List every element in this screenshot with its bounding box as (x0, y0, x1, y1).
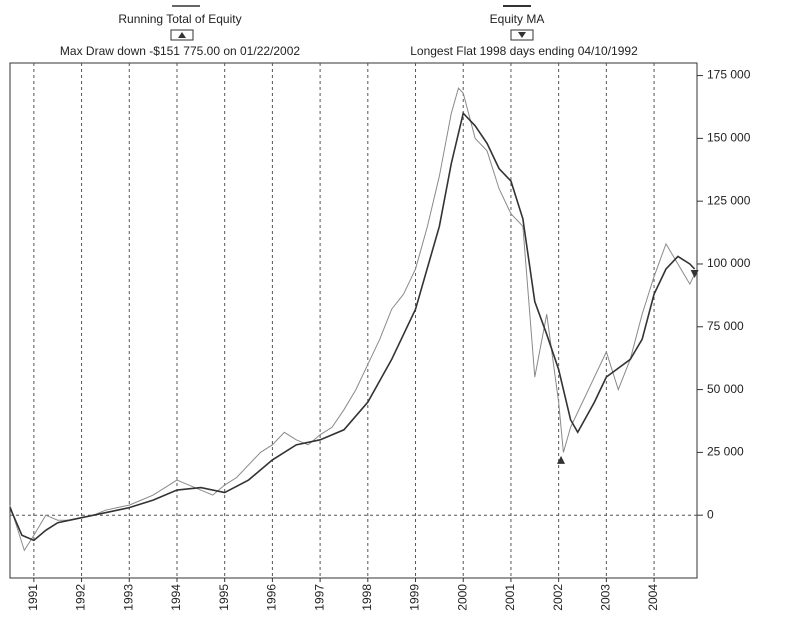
x-tick-label: 2002 (551, 584, 565, 611)
y-tick-label: 25 000 (707, 445, 744, 459)
x-tick-label: 1997 (312, 584, 326, 611)
legend-box (510, 29, 534, 41)
marker (557, 455, 566, 464)
x-tick-label: 2004 (646, 584, 660, 611)
y-tick-label: 100 000 (707, 256, 751, 270)
legend-icon (518, 32, 526, 38)
plot-frame (9, 62, 698, 579)
x-tick-label: 1993 (121, 584, 135, 611)
x-tick-label: 2003 (599, 584, 613, 611)
marker (690, 270, 699, 279)
x-tick-label: 1999 (408, 584, 422, 611)
y-tick-label: 125 000 (707, 193, 751, 207)
annotation: Max Draw down -$151 775.00 on 01/22/2002 (60, 44, 300, 58)
y-tick-label: 75 000 (707, 319, 744, 333)
x-tick-label: 2001 (503, 584, 517, 611)
x-tick-label: 2000 (455, 584, 469, 611)
legend-label: Equity MA (490, 12, 545, 26)
series-line (9, 87, 696, 552)
legend-icon (178, 32, 186, 38)
legend-box (170, 29, 194, 41)
legend-label: Running Total of Equity (118, 12, 241, 26)
x-tick-label: 1996 (265, 584, 279, 611)
annotation: Longest Flat 1998 days ending 04/10/1992 (410, 44, 638, 58)
y-tick-label: 150 000 (707, 131, 751, 145)
y-tick-label: 50 000 (707, 382, 744, 396)
x-tick-label: 1995 (217, 584, 231, 611)
x-tick-label: 1991 (26, 584, 40, 611)
y-tick-label: 0 (707, 507, 714, 521)
x-tick-label: 1992 (74, 584, 88, 611)
x-tick-label: 1998 (360, 584, 374, 611)
x-tick-label: 1994 (169, 584, 183, 611)
y-tick-label: 175 000 (707, 68, 751, 82)
series-line (9, 111, 696, 542)
